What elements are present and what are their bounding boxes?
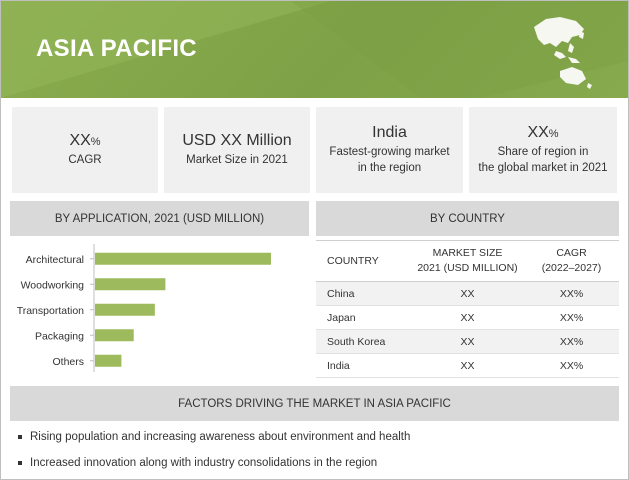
stat-card-cagr: XX% CAGR: [12, 107, 158, 193]
category-label: Architectural: [26, 254, 84, 266]
stat-cagr-label: CAGR: [68, 154, 102, 166]
category-label: Packaging: [35, 330, 84, 342]
stat-card-regional-share: XX% Share of region in the global market…: [469, 107, 617, 193]
category-label: Transportation: [17, 305, 84, 317]
cell-cagr: XX%: [559, 335, 584, 348]
application-bar-chart: Architectural Woodworking Transportation Pa…: [10, 240, 306, 377]
bullet-icon: [18, 435, 22, 439]
cell-cagr: XX%: [559, 359, 584, 372]
country-section-header: BY COUNTRY: [316, 201, 619, 236]
application-section-title: BY APPLICATION, 2021 (USD MILLION): [54, 212, 265, 225]
bar-transportation: [95, 303, 155, 316]
stat-card-market-size: USD XX Million Market Size in 2021: [164, 107, 310, 193]
bar-architectural: [95, 252, 271, 265]
bar-packaging: [95, 329, 134, 342]
cell-cagr: XX%: [559, 311, 584, 324]
stat-card-fastest-growing: India Fastest-growing market in the regi…: [316, 107, 463, 193]
bullet-icon: [18, 461, 22, 465]
cell-country: Japan: [327, 311, 356, 324]
cell-country: China: [327, 287, 355, 300]
bar-others: [95, 354, 122, 367]
factor-text: Rising population and increasing awarene…: [30, 431, 411, 443]
list-item: Increased innovation along with industry…: [10, 450, 619, 476]
cell-size: XX: [460, 311, 475, 324]
table-header-row: COUNTRY MARKET SIZE 2021 (USD MILLION) C…: [316, 240, 619, 282]
stat-share-value: XX: [527, 124, 549, 141]
factors-section-title: FACTORS DRIVING THE MARKET IN ASIA PACIF…: [178, 397, 451, 410]
cell-country: South Korea: [327, 335, 386, 348]
factors-list: Rising population and increasing awarene…: [10, 424, 619, 476]
country-section-title: BY COUNTRY: [430, 212, 505, 225]
factor-text: Increased innovation along with industry…: [30, 457, 378, 469]
cell-cagr: XX%: [559, 287, 584, 300]
table-row: China XX XX%: [316, 282, 619, 306]
stat-fastest-label-line1: Fastest-growing market: [329, 146, 450, 158]
category-label: Woodworking: [21, 279, 85, 291]
list-item: Rising population and increasing awarene…: [10, 424, 619, 450]
header-cagr-line1: CAGR: [556, 247, 587, 259]
category-label: Others: [52, 356, 84, 368]
stat-cagr-value: XX: [69, 132, 91, 149]
stat-share-unit: %: [548, 128, 559, 140]
table-row: South Korea XX XX%: [316, 330, 619, 354]
bar-woodworking: [95, 278, 166, 291]
stat-market-size-label: Market Size in 2021: [186, 154, 288, 166]
cell-size: XX: [460, 287, 475, 300]
cell-country: India: [327, 359, 350, 372]
stat-share-label-line1: Share of region in: [497, 146, 589, 158]
stat-cagr-unit: %: [90, 136, 101, 148]
country-table: COUNTRY MARKET SIZE 2021 (USD MILLION) C…: [316, 240, 619, 378]
stat-fastest-value: India: [372, 124, 407, 141]
stat-market-size-value: USD XX Million: [182, 132, 292, 149]
header-market-size-line1: MARKET SIZE: [432, 247, 503, 259]
table-row: Japan XX XX%: [316, 306, 619, 330]
factors-section-header: FACTORS DRIVING THE MARKET IN ASIA PACIF…: [10, 386, 619, 421]
stat-share-label-line2: the global market in 2021: [478, 162, 608, 174]
header-country: COUNTRY: [327, 254, 379, 267]
application-section-header: BY APPLICATION, 2021 (USD MILLION): [10, 201, 309, 236]
cell-size: XX: [460, 359, 475, 372]
asia-pacific-map-icon: [534, 17, 592, 89]
region-header: ASIA PACIFIC: [1, 1, 628, 98]
header-market-size-line2: 2021 (USD MILLION): [417, 262, 518, 274]
bar-chart-svg: Architectural Woodworking Transportation Pa…: [17, 244, 271, 372]
header-title: ASIA PACIFIC: [36, 35, 197, 62]
cell-size: XX: [460, 335, 475, 348]
header-cagr-line2: (2022–2027): [541, 262, 602, 274]
table-row: India XX XX%: [316, 354, 619, 378]
stat-fastest-label-line2: in the region: [357, 162, 422, 174]
